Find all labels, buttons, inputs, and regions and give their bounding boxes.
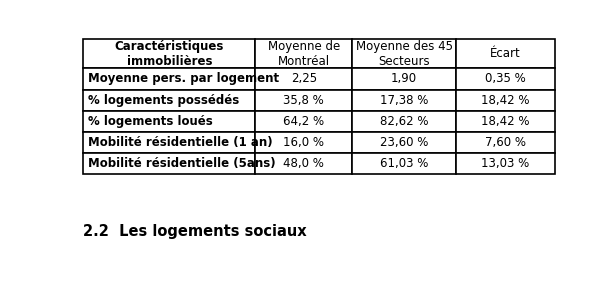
Bar — [352, 111, 456, 132]
Bar — [352, 153, 456, 174]
Text: Moyenne pers. par logement: Moyenne pers. par logement — [88, 72, 279, 85]
Bar — [83, 68, 256, 90]
Bar — [256, 111, 352, 132]
Text: 82,62 %: 82,62 % — [380, 115, 428, 128]
Text: 23,60 %: 23,60 % — [380, 136, 428, 149]
Text: 64,2 %: 64,2 % — [283, 115, 325, 128]
Text: 18,42 %: 18,42 % — [481, 94, 530, 107]
Text: Moyenne de
Montréal: Moyenne de Montréal — [268, 40, 340, 68]
Bar — [256, 68, 352, 90]
Bar — [456, 90, 555, 111]
Bar — [456, 111, 555, 132]
Bar — [256, 153, 352, 174]
Text: 18,42 %: 18,42 % — [481, 115, 530, 128]
Text: Mobilité résidentielle (5ans): Mobilité résidentielle (5ans) — [88, 157, 275, 170]
Bar — [456, 132, 555, 153]
Bar — [352, 132, 456, 153]
Bar — [352, 90, 456, 111]
Text: 7,60 %: 7,60 % — [485, 136, 526, 149]
Text: 2.2  Les logements sociaux: 2.2 Les logements sociaux — [83, 224, 307, 239]
Bar — [83, 90, 256, 111]
Bar — [352, 39, 456, 68]
Bar — [456, 39, 555, 68]
Text: Caractéristiques
immobilières: Caractéristiques immobilières — [114, 40, 224, 68]
Text: Mobilité résidentielle (1 an): Mobilité résidentielle (1 an) — [88, 136, 273, 149]
Text: % logements possédés: % logements possédés — [88, 94, 239, 107]
Text: Écart: Écart — [490, 47, 521, 60]
Bar — [83, 111, 256, 132]
Text: Moyenne des 45
Secteurs: Moyenne des 45 Secteurs — [356, 40, 452, 68]
Bar — [83, 132, 256, 153]
Bar — [256, 90, 352, 111]
Text: 48,0 %: 48,0 % — [283, 157, 324, 170]
Text: 0,35 %: 0,35 % — [485, 72, 526, 85]
Bar — [256, 132, 352, 153]
Text: 17,38 %: 17,38 % — [380, 94, 428, 107]
Text: 1,90: 1,90 — [391, 72, 417, 85]
Bar — [83, 39, 256, 68]
Text: 13,03 %: 13,03 % — [482, 157, 530, 170]
Bar — [256, 39, 352, 68]
Bar — [456, 68, 555, 90]
Bar — [456, 153, 555, 174]
Bar — [83, 153, 256, 174]
Bar — [352, 68, 456, 90]
Text: % logements loués: % logements loués — [88, 115, 213, 128]
Text: 2,25: 2,25 — [290, 72, 317, 85]
Text: 16,0 %: 16,0 % — [283, 136, 325, 149]
Text: 35,8 %: 35,8 % — [283, 94, 324, 107]
Text: 61,03 %: 61,03 % — [380, 157, 428, 170]
